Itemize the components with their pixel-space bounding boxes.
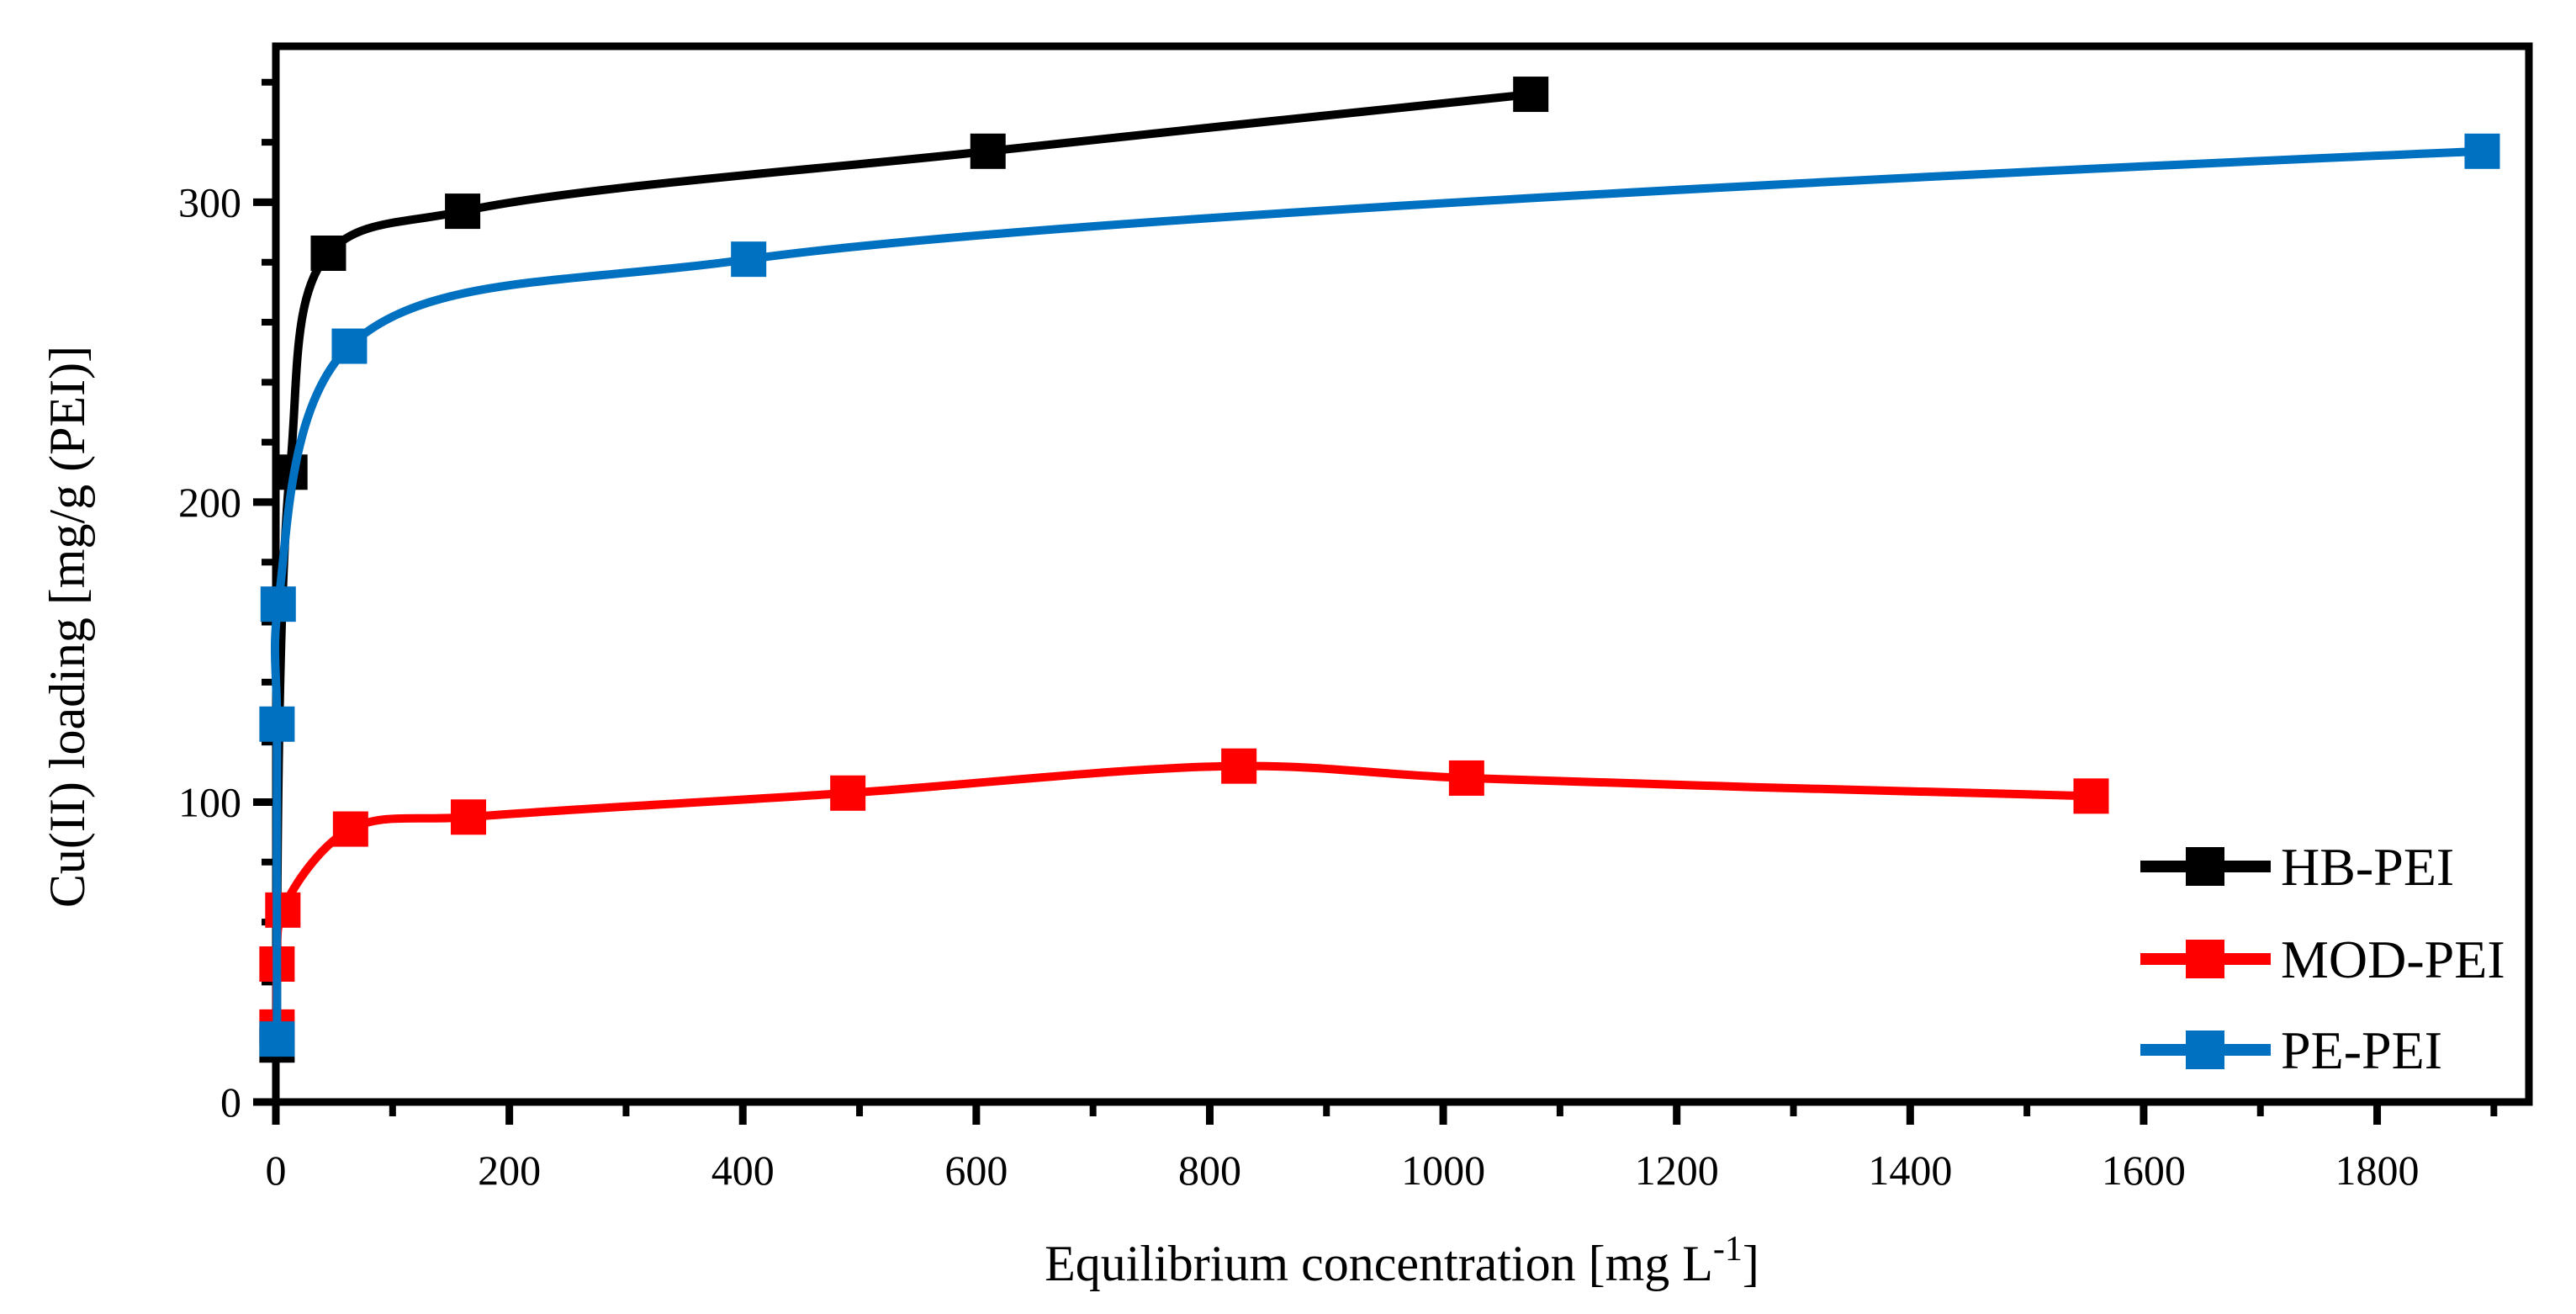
y-tick-label: 300 xyxy=(178,178,241,225)
y-tick-label: 0 xyxy=(220,1078,241,1126)
series-mod-pei-marker xyxy=(332,811,368,847)
legend-label: PE-PEI xyxy=(2281,1020,2442,1080)
series-hb-pei-line xyxy=(272,90,1531,1046)
series-pe-pei xyxy=(259,133,2500,1057)
x-tick-label: 0 xyxy=(266,1147,287,1194)
series-mod-pei-marker xyxy=(2073,778,2109,814)
legend-marker-sample xyxy=(2186,1031,2224,1069)
series-mod-pei xyxy=(259,748,2109,1045)
x-tick-label: 1200 xyxy=(1635,1147,1719,1194)
legend-marker-sample xyxy=(2186,847,2224,886)
plot-area-border xyxy=(272,42,2533,1106)
x-axis-title-text: Equilibrium concentration [mg L xyxy=(1045,1236,1713,1291)
series-mod-pei-marker xyxy=(1448,760,1484,796)
series-pe-pei-marker xyxy=(259,1021,295,1057)
series-hb-pei-marker xyxy=(310,236,346,272)
legend-entry-pe-pei: PE-PEI xyxy=(2140,1020,2442,1080)
legend-entry-mod-pei: MOD-PEI xyxy=(2140,930,2505,989)
x-tick-label: 400 xyxy=(711,1147,775,1194)
series-pe-pei-marker xyxy=(2464,133,2500,169)
series-hb-pei-marker xyxy=(1513,77,1549,113)
series-pe-pei-marker xyxy=(260,586,296,623)
x-tick-label: 1000 xyxy=(1401,1147,1485,1194)
legend: HB-PEI MOD-PEI PE-PEI xyxy=(2140,837,2505,1080)
x-axis-title-suffix: ] xyxy=(1743,1236,1759,1291)
series-mod-pei-line xyxy=(272,761,2092,1027)
y-axis-title: Cu(II) loading [mg/g (PEI)] xyxy=(40,346,95,908)
series-group xyxy=(259,77,2500,1063)
x-tick-label: 600 xyxy=(944,1147,1008,1194)
x-tick-label: 800 xyxy=(1178,1147,1241,1194)
legend-label: HB-PEI xyxy=(2281,837,2454,897)
series-hb-pei xyxy=(259,77,1549,1063)
series-pe-pei-line xyxy=(270,146,2483,1040)
axis-ticks: 0 200 400 600 800 1000 1200 1400 1600 1800 0 100 200… xyxy=(178,78,2498,1194)
x-tick-label: 1400 xyxy=(1868,1147,1952,1194)
x-tick-label: 1600 xyxy=(2102,1147,2186,1194)
x-tick-label: 1800 xyxy=(2335,1147,2420,1194)
legend-label: MOD-PEI xyxy=(2281,930,2505,989)
series-mod-pei-marker xyxy=(1221,748,1257,784)
legend-entry-hb-pei: HB-PEI xyxy=(2140,837,2454,897)
legend-marker-sample xyxy=(2186,940,2224,978)
x-axis-title: Equilibrium concentration [mg L-1] xyxy=(1045,1230,1759,1291)
series-mod-pei-marker xyxy=(451,799,487,835)
series-hb-pei-marker xyxy=(970,133,1006,169)
series-pe-pei-marker xyxy=(259,706,295,742)
y-tick-label: 100 xyxy=(178,778,241,825)
series-hb-pei-marker xyxy=(445,193,481,230)
series-pe-pei-marker xyxy=(331,328,368,364)
x-axis-title-superscript: -1 xyxy=(1713,1230,1743,1269)
series-pe-pei-marker xyxy=(731,241,767,278)
y-tick-label: 200 xyxy=(178,479,241,526)
series-mod-pei-marker xyxy=(265,892,301,928)
series-mod-pei-marker xyxy=(830,775,866,811)
x-tick-label: 200 xyxy=(478,1147,541,1194)
